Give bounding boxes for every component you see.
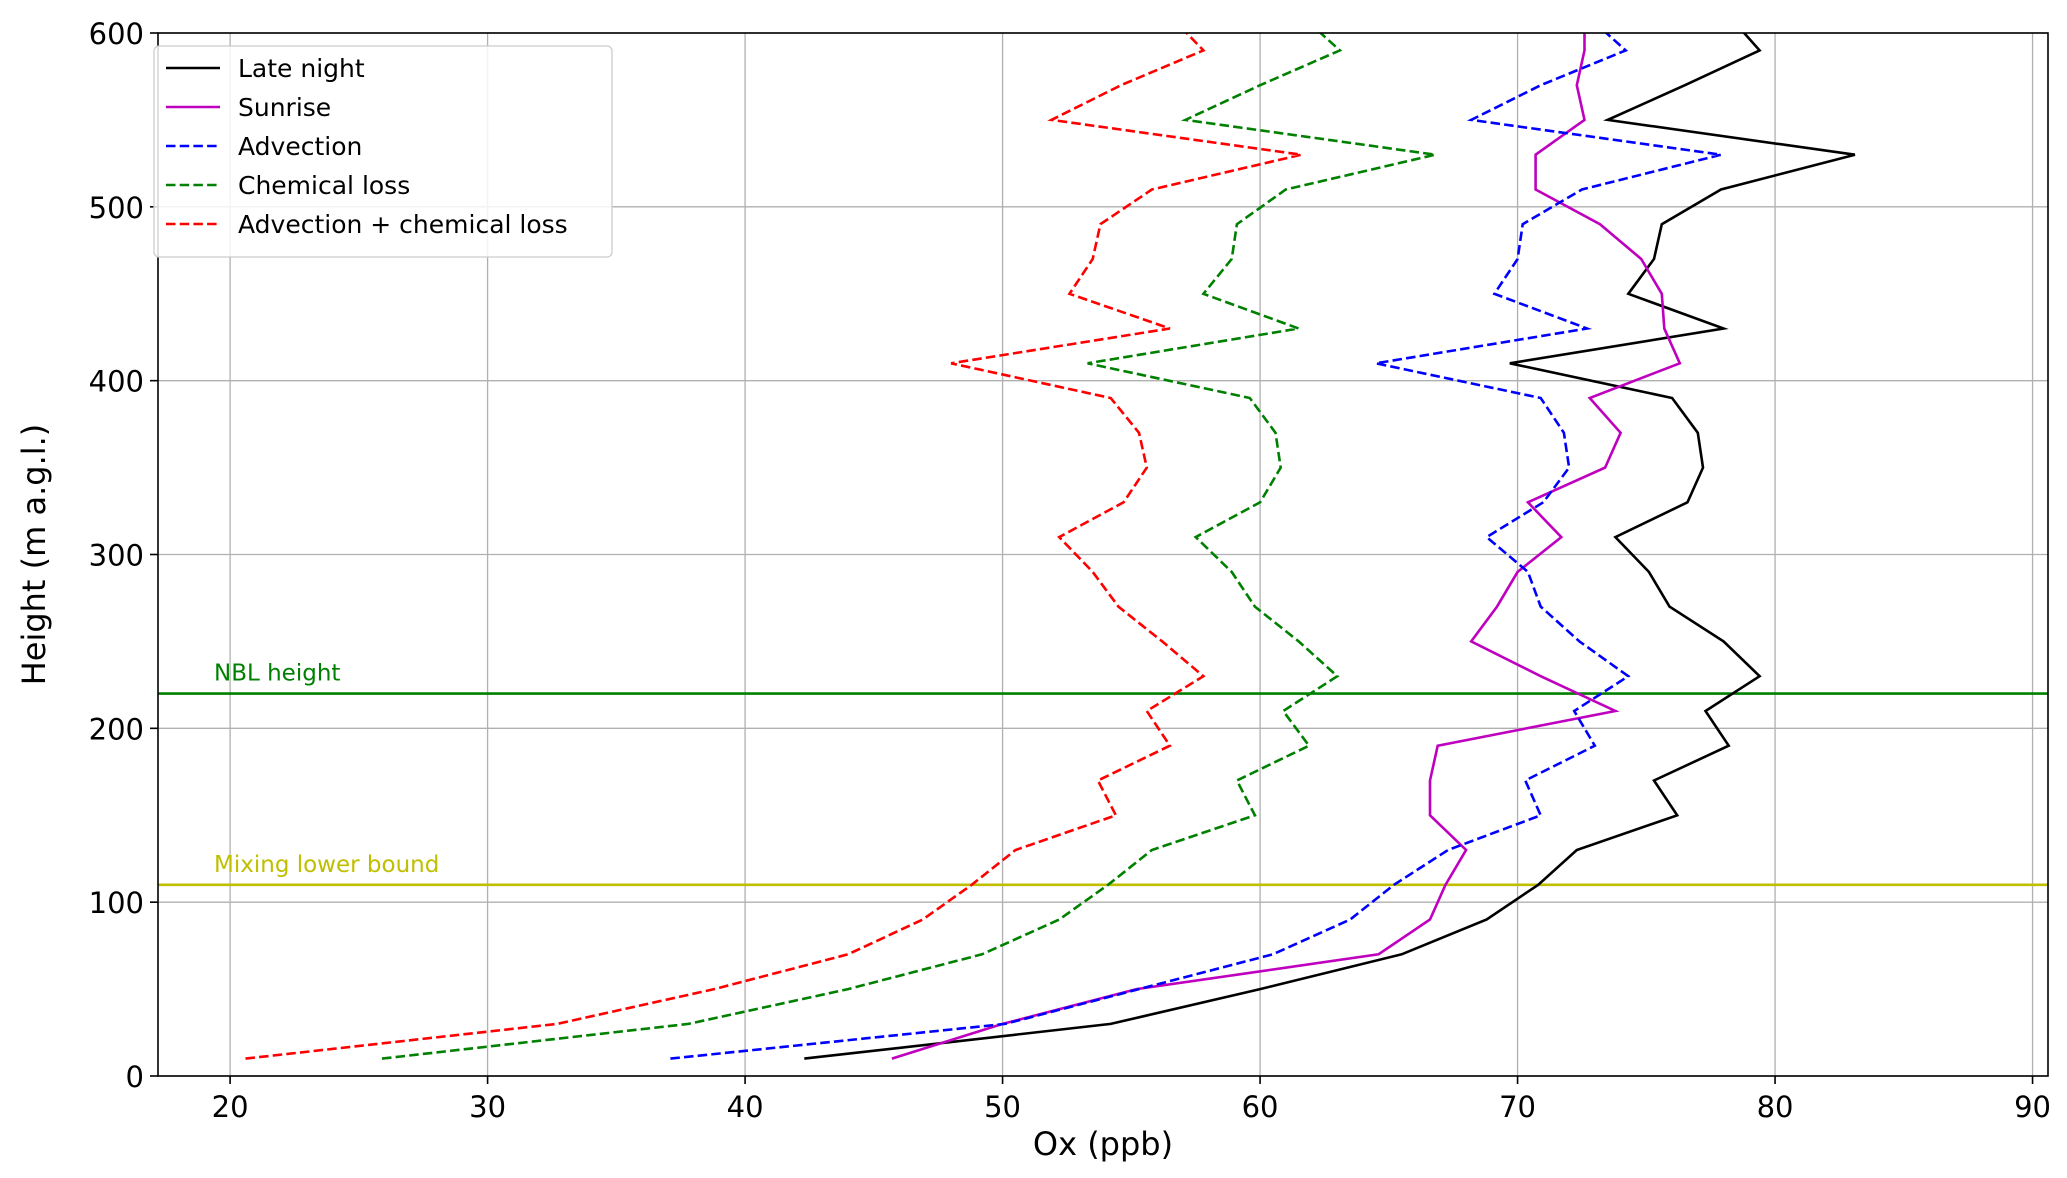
y-tick-label: 100 bbox=[89, 886, 144, 920]
x-tick-label: 50 bbox=[984, 1090, 1021, 1124]
reference-line-label: NBL height bbox=[214, 661, 340, 687]
x-tick-label: 20 bbox=[212, 1090, 249, 1124]
legend: Late night Sunrise Advection Chemical loss A… bbox=[153, 45, 613, 258]
x-tick-label: 40 bbox=[727, 1090, 764, 1124]
y-tick-label: 0 bbox=[126, 1060, 144, 1094]
y-tick-label: 300 bbox=[89, 539, 144, 573]
y-axis-label: Height (m a.g.l.) bbox=[15, 424, 53, 686]
y-tick-label: 500 bbox=[89, 191, 144, 225]
series-line bbox=[381, 33, 1436, 1060]
series-line bbox=[891, 33, 1682, 1060]
series-line bbox=[670, 33, 1722, 1060]
legend-label: Late night bbox=[238, 54, 365, 83]
x-tick-label: 60 bbox=[1242, 1090, 1279, 1124]
reference-line-label: Mixing lower bound bbox=[214, 852, 439, 878]
axis-ticks: 20 30 40 50 60 70 80 90 0 100 200 300 400 500 600 bbox=[89, 17, 2051, 1124]
legend-box bbox=[153, 45, 613, 258]
legend-label: Advection + chemical loss bbox=[238, 210, 568, 239]
legend-label: Chemical loss bbox=[238, 171, 410, 200]
x-axis-label: Ox (ppb) bbox=[1033, 1125, 1173, 1163]
x-tick-label: 30 bbox=[469, 1090, 506, 1124]
y-tick-label: 600 bbox=[89, 17, 144, 51]
x-tick-label: 70 bbox=[1499, 1090, 1536, 1124]
x-tick-label: 90 bbox=[2014, 1090, 2051, 1124]
series-line bbox=[245, 33, 1302, 1060]
legend-label: Advection bbox=[238, 132, 362, 161]
y-tick-label: 200 bbox=[89, 712, 144, 746]
y-tick-label: 400 bbox=[89, 365, 144, 399]
x-tick-label: 80 bbox=[1757, 1090, 1794, 1124]
series-line bbox=[804, 33, 1856, 1060]
series-lines bbox=[245, 33, 1856, 1060]
legend-label: Sunrise bbox=[238, 93, 331, 122]
